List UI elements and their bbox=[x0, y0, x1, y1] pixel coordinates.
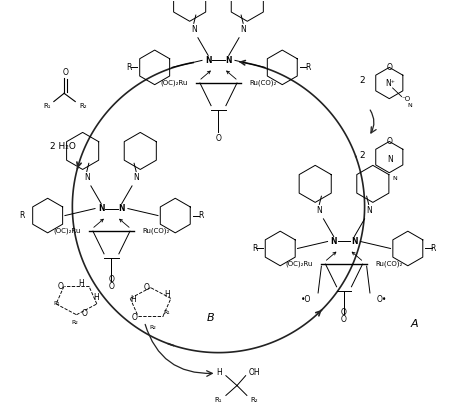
Text: O: O bbox=[131, 313, 137, 322]
Text: O: O bbox=[341, 308, 347, 317]
Text: N: N bbox=[387, 154, 392, 164]
Text: N: N bbox=[351, 237, 357, 246]
Text: O: O bbox=[109, 282, 114, 291]
Text: N: N bbox=[317, 206, 322, 215]
Text: R₂: R₂ bbox=[149, 325, 156, 330]
Text: N: N bbox=[205, 56, 211, 65]
Text: Ru(CO)₂: Ru(CO)₂ bbox=[142, 228, 170, 235]
Text: O•: O• bbox=[377, 294, 387, 304]
Text: R₂: R₂ bbox=[79, 104, 87, 109]
Text: 2: 2 bbox=[360, 151, 365, 159]
Text: ⁻O: ⁻O bbox=[401, 96, 411, 102]
Text: •O: •O bbox=[301, 294, 311, 304]
Text: N: N bbox=[226, 56, 232, 65]
Text: 2 H₂O: 2 H₂O bbox=[50, 142, 75, 151]
Text: N: N bbox=[191, 25, 197, 34]
Text: R: R bbox=[19, 211, 25, 220]
Text: N: N bbox=[330, 237, 337, 246]
Text: R₁: R₁ bbox=[214, 396, 222, 403]
Text: (OC)₂Ru: (OC)₂Ru bbox=[160, 80, 188, 86]
Text: H: H bbox=[216, 368, 222, 377]
Text: R₁: R₁ bbox=[54, 301, 60, 306]
Text: H: H bbox=[164, 290, 170, 299]
Text: R: R bbox=[127, 63, 132, 72]
Text: R₂: R₂ bbox=[250, 396, 258, 403]
Text: R₁: R₁ bbox=[164, 310, 170, 315]
Text: O: O bbox=[144, 283, 149, 292]
Text: N: N bbox=[240, 25, 246, 34]
Text: O: O bbox=[387, 137, 392, 146]
Text: H: H bbox=[79, 279, 84, 288]
Text: A: A bbox=[410, 319, 418, 329]
Text: N: N bbox=[408, 103, 412, 108]
Text: O: O bbox=[109, 275, 114, 284]
Text: N: N bbox=[392, 176, 397, 181]
Text: 2: 2 bbox=[360, 76, 365, 85]
Text: (OC)₂Ru: (OC)₂Ru bbox=[286, 261, 313, 267]
Text: R₂: R₂ bbox=[71, 320, 78, 325]
Text: H: H bbox=[130, 294, 136, 304]
Text: N: N bbox=[84, 173, 90, 182]
Text: Ru(CO)₂: Ru(CO)₂ bbox=[375, 261, 402, 267]
Text: OH: OH bbox=[249, 368, 261, 377]
Text: N: N bbox=[118, 204, 125, 213]
Text: O: O bbox=[387, 63, 392, 72]
Text: O: O bbox=[341, 315, 347, 324]
Text: N⁺: N⁺ bbox=[385, 79, 395, 88]
Text: O: O bbox=[216, 134, 221, 143]
Text: N: N bbox=[366, 206, 372, 215]
Text: R₁: R₁ bbox=[43, 104, 51, 109]
Text: R: R bbox=[430, 244, 436, 253]
Text: B: B bbox=[207, 313, 214, 323]
Text: H: H bbox=[93, 292, 99, 301]
Text: Ru(CO)₂: Ru(CO)₂ bbox=[249, 80, 277, 86]
Text: R: R bbox=[305, 63, 310, 72]
Text: (OC)₂Ru: (OC)₂Ru bbox=[53, 228, 81, 235]
Text: R: R bbox=[198, 211, 203, 220]
Text: R: R bbox=[252, 244, 257, 253]
Text: N: N bbox=[98, 204, 104, 213]
Text: O: O bbox=[82, 309, 88, 318]
Text: O: O bbox=[58, 282, 64, 291]
Text: O: O bbox=[63, 68, 68, 77]
Text: N: N bbox=[133, 173, 139, 182]
